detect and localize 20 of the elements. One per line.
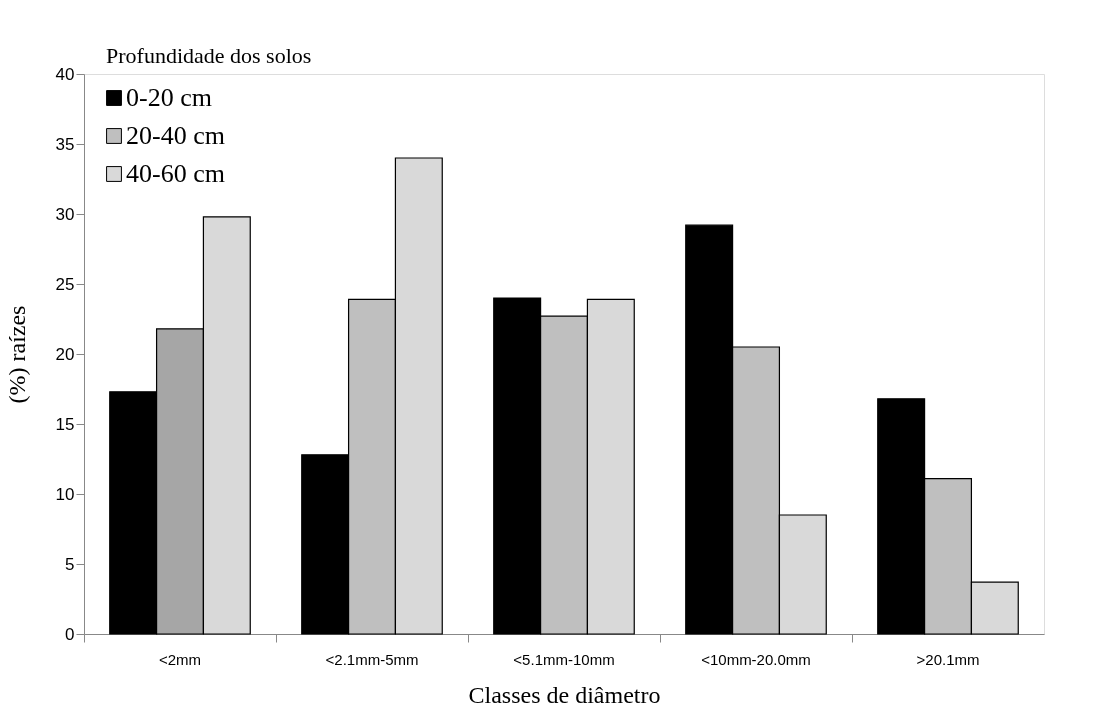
legend-label: 20-40 cm	[126, 121, 225, 150]
x-tick-label: <10mm-20.0mm	[701, 650, 811, 668]
x-tick-label: >20.1mm	[916, 650, 980, 668]
x-tick-label: <5.1mm-10mm	[513, 650, 615, 668]
y-tick-label: 5	[65, 554, 75, 574]
y-tick-label: 0	[65, 624, 75, 644]
y-tick-label: 25	[55, 274, 75, 294]
x-tick-label: <2.1mm-5mm	[325, 650, 419, 668]
x-axis-title: Classes de diâmetro	[468, 681, 661, 708]
legend-label: 0-20 cm	[126, 83, 212, 112]
y-tick-label: 40	[55, 64, 75, 84]
y-axis-title: (%) raízes	[3, 305, 30, 404]
legend-title: Profundidade dos solos	[106, 43, 312, 68]
x-tick-label: <2mm	[158, 650, 202, 668]
y-tick-label: 15	[55, 414, 75, 434]
y-tick-label: 10	[55, 484, 75, 504]
y-tick-label: 35	[55, 134, 75, 154]
y-tick-label: 20	[55, 344, 75, 364]
y-tick-label: 30	[55, 204, 75, 224]
legend-label: 40-60 cm	[126, 159, 225, 188]
